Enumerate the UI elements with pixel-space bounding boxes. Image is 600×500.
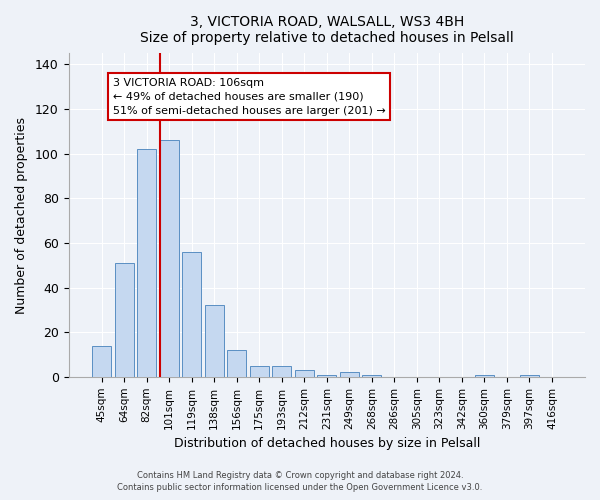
Bar [250, 366, 269, 377]
Bar [160, 140, 179, 377]
X-axis label: Distribution of detached houses by size in Pelsall: Distribution of detached houses by size … [173, 437, 480, 450]
Bar [205, 306, 224, 377]
Bar [182, 252, 201, 377]
Bar [340, 372, 359, 377]
Bar [295, 370, 314, 377]
Bar [227, 350, 246, 377]
Bar [317, 374, 337, 377]
Bar [115, 263, 134, 377]
Bar [362, 374, 382, 377]
Bar [272, 366, 292, 377]
Text: Contains HM Land Registry data © Crown copyright and database right 2024.
Contai: Contains HM Land Registry data © Crown c… [118, 471, 482, 492]
Y-axis label: Number of detached properties: Number of detached properties [15, 116, 28, 314]
Bar [92, 346, 111, 377]
Bar [137, 149, 156, 377]
Bar [520, 374, 539, 377]
Title: 3, VICTORIA ROAD, WALSALL, WS3 4BH
Size of property relative to detached houses : 3, VICTORIA ROAD, WALSALL, WS3 4BH Size … [140, 15, 514, 45]
Text: 3 VICTORIA ROAD: 106sqm
← 49% of detached houses are smaller (190)
51% of semi-d: 3 VICTORIA ROAD: 106sqm ← 49% of detache… [113, 78, 386, 116]
Bar [475, 374, 494, 377]
